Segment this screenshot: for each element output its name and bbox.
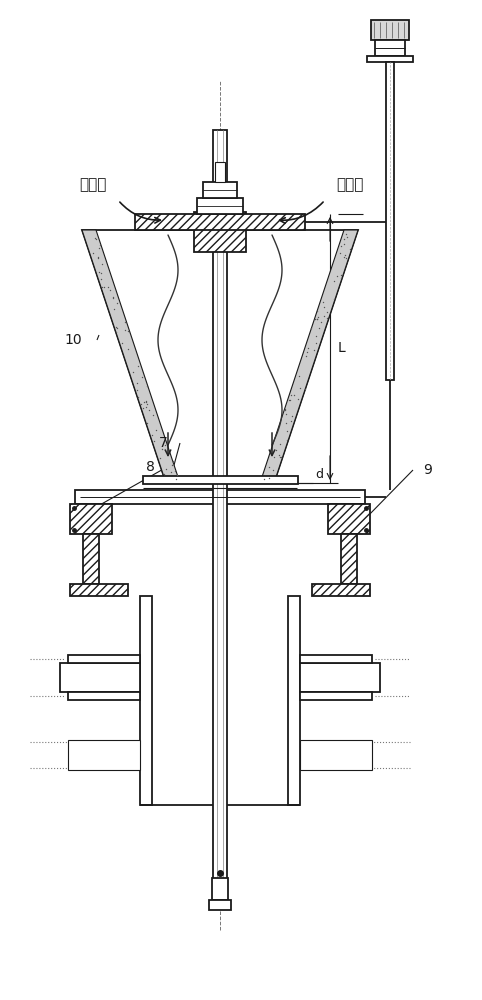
Bar — [70, 584, 128, 596]
Bar — [209, 900, 231, 910]
Text: 9: 9 — [423, 463, 432, 477]
Bar — [312, 584, 370, 596]
Bar — [375, 40, 405, 56]
Text: 密封风: 密封风 — [80, 178, 107, 192]
Bar — [300, 655, 372, 663]
Bar — [68, 740, 140, 770]
Bar — [213, 130, 227, 900]
Bar — [140, 596, 152, 805]
Bar — [215, 162, 225, 182]
Text: L: L — [338, 342, 346, 356]
Bar — [300, 663, 380, 692]
Bar — [386, 62, 394, 380]
Bar — [197, 198, 243, 214]
Text: d: d — [315, 468, 323, 481]
Bar — [68, 655, 140, 663]
Polygon shape — [261, 230, 358, 480]
Bar — [83, 534, 99, 584]
Bar — [70, 504, 112, 534]
Bar — [367, 56, 413, 62]
Bar — [288, 596, 300, 805]
Polygon shape — [82, 230, 358, 480]
Bar — [75, 490, 365, 504]
Text: 8: 8 — [146, 460, 155, 474]
Bar — [203, 182, 237, 198]
Bar — [143, 476, 298, 484]
Bar — [194, 212, 246, 252]
Bar — [371, 20, 409, 40]
Bar — [328, 504, 370, 534]
Bar — [135, 214, 305, 230]
Text: 10: 10 — [65, 333, 82, 347]
Text: 密封风: 密封风 — [336, 178, 364, 192]
Text: 7: 7 — [159, 436, 168, 450]
Bar — [212, 878, 228, 900]
Polygon shape — [82, 230, 179, 480]
Bar — [300, 692, 372, 700]
Bar — [60, 663, 140, 692]
Bar — [300, 740, 372, 770]
Bar — [68, 692, 140, 700]
Bar — [341, 534, 357, 584]
